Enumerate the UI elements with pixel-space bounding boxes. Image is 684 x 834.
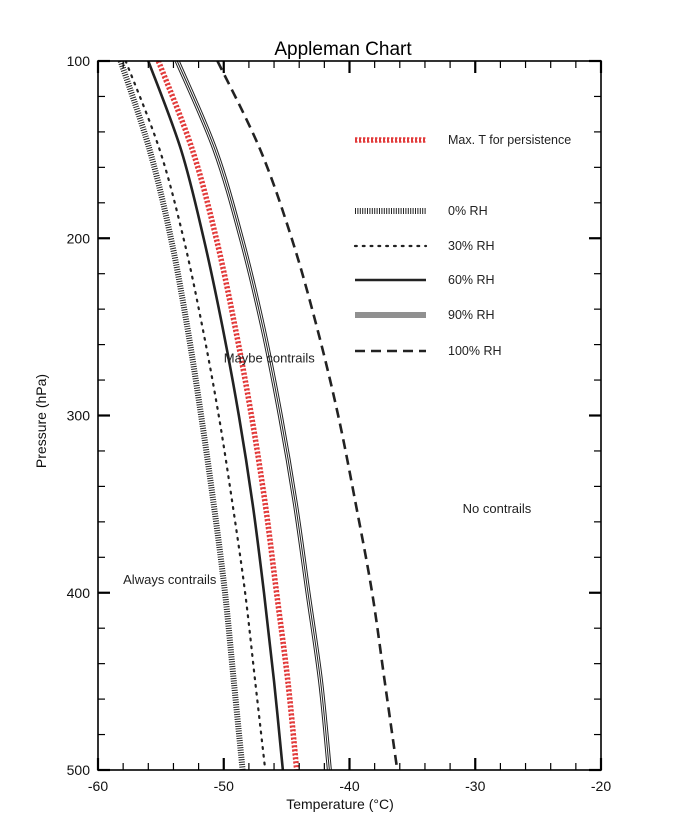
x-tick-label: -60 [88, 778, 108, 794]
series-line-3 [147, 61, 285, 770]
region-label: No contrails [463, 501, 532, 516]
x-tick-label: -50 [214, 778, 234, 794]
x-axis-label: Temperature (°C) [286, 796, 394, 812]
region-label: Maybe contrails [224, 350, 316, 365]
series-line-2 [124, 61, 267, 770]
y-tick-label: 200 [67, 230, 91, 246]
series-line-3-stroke [147, 61, 285, 770]
chart-title: Appleman Chart [274, 39, 412, 60]
y-tick-label: 100 [67, 53, 91, 69]
series-line-1 [117, 61, 246, 770]
series-line-0-outer [155, 61, 300, 770]
legend-label: Max. T for persistence [448, 133, 571, 147]
legend: Max. T for persistence 0% RH 30% RH 60% RH 9… [353, 133, 571, 358]
x-tick-label: -30 [465, 778, 485, 794]
legend-label: 100% RH [448, 344, 502, 358]
legend-label: 90% RH [448, 308, 495, 322]
region-label: Always contrails [123, 572, 217, 587]
series-line-4-inner [176, 61, 330, 770]
legend-label: 0% RH [448, 204, 488, 218]
y-tick-label: 500 [67, 762, 91, 778]
region-labels: Always contrails Maybe contrails No contra… [123, 350, 532, 587]
series-line-0-inner [157, 61, 298, 770]
series-line-2-stroke [124, 61, 267, 770]
y-axis-label: Pressure (hPa) [33, 374, 49, 468]
x-tick-label: -40 [339, 778, 359, 794]
axes: -60 -50 -40 -30 -20 100 200 300 400 500 [67, 53, 612, 794]
legend-label: 30% RH [448, 239, 495, 253]
x-tick-label: -20 [591, 778, 611, 794]
curves [117, 61, 399, 770]
legend-label: 60% RH [448, 273, 495, 287]
series-line-1-stroke [117, 61, 246, 770]
series-line-0 [155, 61, 300, 770]
y-tick-label: 400 [67, 585, 91, 601]
plot-area [117, 61, 399, 770]
series-line-4 [174, 61, 332, 770]
plot-frame [97, 60, 602, 771]
series-line-5 [216, 61, 399, 770]
y-tick-label: 300 [67, 408, 91, 424]
series-line-5-stroke [216, 61, 399, 770]
